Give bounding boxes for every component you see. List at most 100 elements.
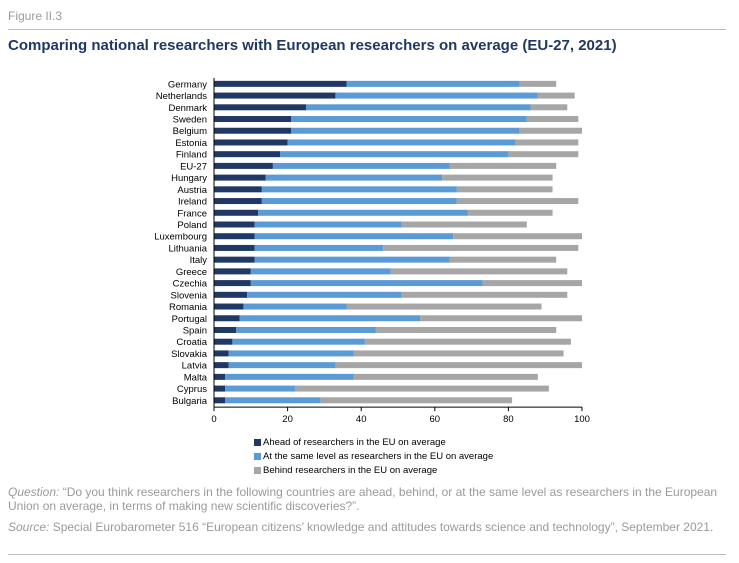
category-label: Malta <box>184 372 208 383</box>
bar-segment-behind <box>353 373 538 380</box>
source-label: Source: <box>8 520 50 534</box>
bar-segment-same <box>228 350 354 357</box>
bar-segment-behind <box>375 326 557 333</box>
bar-segment-ahead <box>214 268 251 275</box>
bar-segment-behind <box>482 280 582 287</box>
bar-segment-ahead <box>214 162 273 169</box>
category-label: Slovenia <box>171 290 208 301</box>
category-label: Croatia <box>176 337 207 348</box>
bar-segment-same <box>254 233 454 240</box>
bar-segment-same <box>280 151 509 158</box>
bar-segment-same <box>228 362 336 369</box>
source-note: Source: Special Eurobarometer 516 “Europ… <box>8 520 730 534</box>
bar-segment-ahead <box>214 291 248 298</box>
bar-segment-same <box>306 104 531 111</box>
bar-segment-behind <box>449 162 557 169</box>
bar-segment-ahead <box>214 139 288 146</box>
source-text: Special Eurobarometer 516 “European citi… <box>49 520 714 534</box>
bar-segment-ahead <box>214 385 226 392</box>
bar-segment-same <box>261 198 457 205</box>
bar-segment-same <box>261 186 457 193</box>
bar-segment-ahead <box>214 373 226 380</box>
bar-segment-same <box>247 291 402 298</box>
bar-segment-behind <box>467 209 553 216</box>
bar-segment-ahead <box>214 221 255 228</box>
bar-segment-behind <box>401 221 527 228</box>
bar-segment-behind <box>519 80 557 87</box>
bar-segment-same <box>254 221 402 228</box>
bar-segment-ahead <box>214 209 259 216</box>
legend-item: Behind researchers in the EU on average <box>254 463 493 477</box>
category-label: Belgium <box>173 126 207 137</box>
bar-segment-behind <box>294 385 549 392</box>
category-label: Romania <box>169 302 208 313</box>
bar-segment-behind <box>390 268 568 275</box>
bar-segment-ahead <box>214 80 347 87</box>
legend-swatch <box>254 438 261 446</box>
x-tick-label: 100 <box>574 414 590 425</box>
bar-segment-same <box>232 338 365 345</box>
category-label: Cyprus <box>177 384 207 395</box>
bar-segment-same <box>291 116 527 123</box>
figure-label: Figure II.3 <box>8 9 63 23</box>
chart-legend: Ahead of researchers in the EU on averag… <box>254 435 493 477</box>
bar-segment-same <box>272 162 450 169</box>
bottom-divider <box>8 554 726 555</box>
x-tick-label: 40 <box>356 414 367 425</box>
bar-segment-ahead <box>214 104 306 111</box>
bar-segment-same <box>265 174 443 181</box>
bar-segment-same <box>225 373 354 380</box>
bar-segment-behind <box>364 338 571 345</box>
chart-title: Comparing national researchers with Euro… <box>8 37 617 54</box>
category-label: Netherlands <box>156 91 207 102</box>
bar-segment-behind <box>515 139 579 146</box>
bar-segment-ahead <box>214 303 244 310</box>
bar-segment-behind <box>456 198 579 205</box>
bar-segment-ahead <box>214 350 229 357</box>
legend-label: Ahead of researchers in the EU on averag… <box>263 436 446 448</box>
bar-segment-ahead <box>214 116 292 123</box>
bar-segment-behind <box>401 291 568 298</box>
bar-segment-ahead <box>214 397 226 404</box>
bar-segment-behind <box>383 244 579 251</box>
bar-segment-ahead <box>214 362 229 369</box>
bar-segment-behind <box>442 174 553 181</box>
bar-segment-behind <box>420 315 582 322</box>
bar-segment-ahead <box>214 198 262 205</box>
bar-segment-behind <box>508 151 579 158</box>
bar-segment-behind <box>346 303 542 310</box>
bar-segment-behind <box>519 127 582 134</box>
bar-segment-ahead <box>214 338 233 345</box>
bar-segment-behind <box>320 397 513 404</box>
category-label: Germany <box>168 79 207 90</box>
category-label: Latvia <box>182 361 208 372</box>
bar-segment-ahead <box>214 315 240 322</box>
bar-segment-same <box>243 303 347 310</box>
category-label: Lithuania <box>168 243 207 254</box>
category-label: Spain <box>183 325 207 336</box>
bar-segment-ahead <box>214 186 262 193</box>
bar-segment-ahead <box>214 92 336 99</box>
bar-segment-behind <box>335 362 582 369</box>
bar-segment-same <box>225 397 321 404</box>
bar-segment-same <box>335 92 538 99</box>
x-tick-label: 20 <box>282 414 293 425</box>
bar-segment-same <box>250 268 391 275</box>
category-label: Ireland <box>178 197 207 208</box>
x-tick-label: 0 <box>211 414 216 425</box>
bar-segment-same <box>250 280 483 287</box>
category-label: Italy <box>190 255 208 266</box>
bar-segment-behind <box>530 104 568 111</box>
x-tick-label: 60 <box>430 414 441 425</box>
x-tick-label: 80 <box>503 414 514 425</box>
bar-segment-ahead <box>214 151 281 158</box>
bar-segment-ahead <box>214 233 255 240</box>
category-label: Poland <box>177 220 207 231</box>
bar-segment-same <box>258 209 468 216</box>
bar-segment-behind <box>353 350 564 357</box>
category-label: Denmark <box>168 103 207 114</box>
category-label: Luxembourg <box>154 232 207 243</box>
category-label: France <box>177 208 207 219</box>
bar-segment-behind <box>456 186 553 193</box>
bar-segment-same <box>254 256 450 263</box>
